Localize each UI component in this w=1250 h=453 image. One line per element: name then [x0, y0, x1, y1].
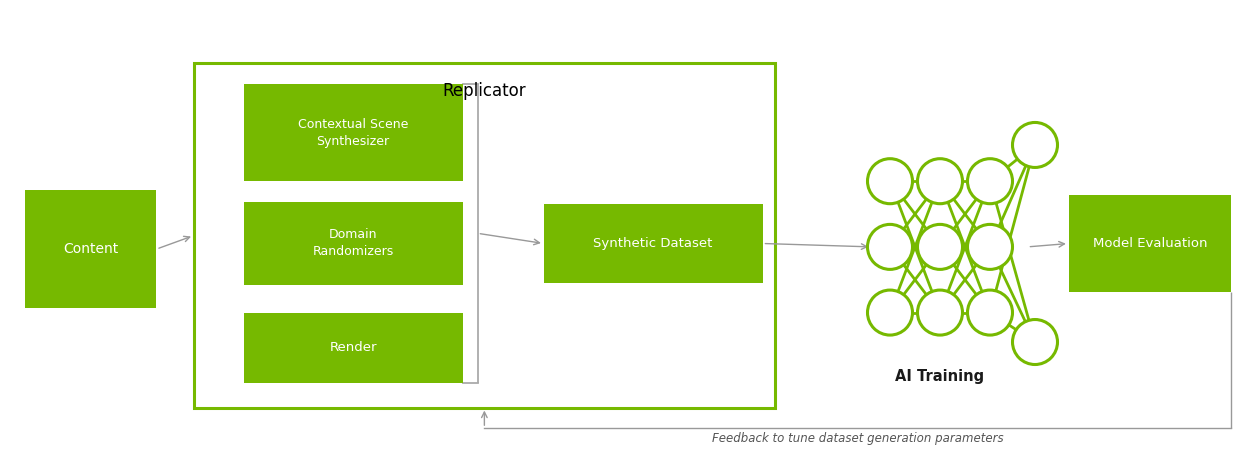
FancyBboxPatch shape	[544, 204, 762, 283]
Ellipse shape	[968, 224, 1012, 270]
Text: Contextual Scene
Synthesizer: Contextual Scene Synthesizer	[298, 117, 409, 148]
FancyBboxPatch shape	[244, 84, 462, 181]
Ellipse shape	[918, 159, 962, 204]
FancyBboxPatch shape	[1069, 195, 1231, 292]
Text: AI Training: AI Training	[895, 369, 985, 384]
Ellipse shape	[867, 224, 912, 270]
Ellipse shape	[968, 290, 1012, 335]
Ellipse shape	[1013, 319, 1058, 365]
Text: Model Evaluation: Model Evaluation	[1092, 237, 1208, 250]
FancyBboxPatch shape	[194, 63, 775, 408]
Ellipse shape	[968, 159, 1012, 204]
Ellipse shape	[918, 290, 962, 335]
FancyBboxPatch shape	[25, 190, 156, 308]
Text: Feedback to tune dataset generation parameters: Feedback to tune dataset generation para…	[712, 432, 1004, 445]
FancyBboxPatch shape	[244, 313, 462, 383]
Ellipse shape	[918, 224, 962, 270]
Text: Synthetic Dataset: Synthetic Dataset	[594, 237, 712, 250]
Text: Domain
Randomizers: Domain Randomizers	[312, 228, 394, 259]
Ellipse shape	[1013, 122, 1058, 168]
Ellipse shape	[867, 159, 912, 204]
Text: Content: Content	[62, 242, 119, 256]
Ellipse shape	[867, 290, 912, 335]
FancyBboxPatch shape	[244, 202, 462, 285]
Text: Replicator: Replicator	[442, 82, 526, 100]
Text: Render: Render	[329, 341, 378, 354]
